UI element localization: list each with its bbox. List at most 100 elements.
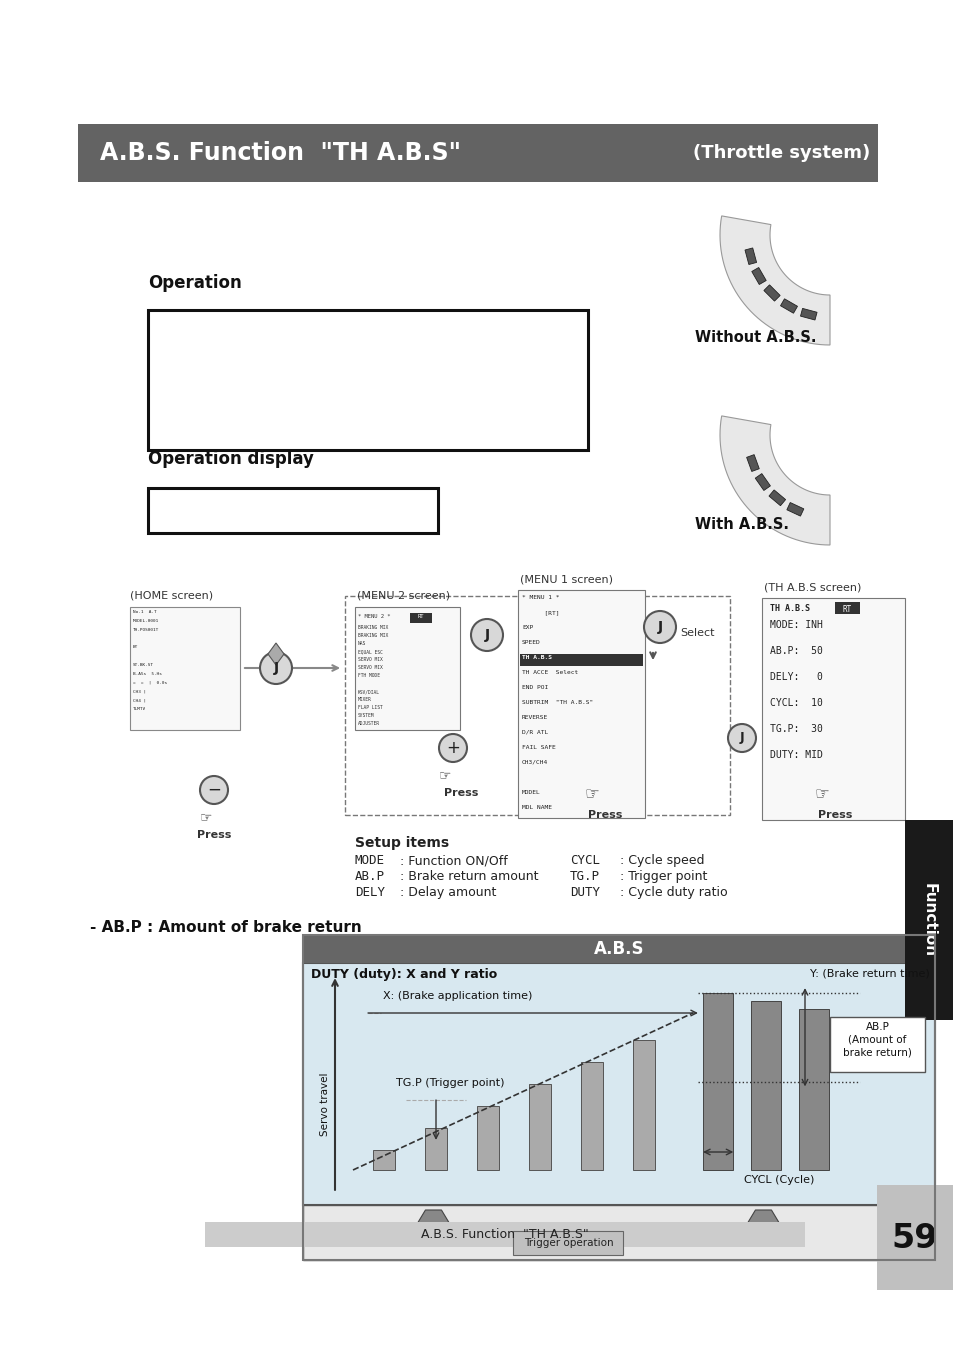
Circle shape <box>727 724 755 752</box>
Text: Press: Press <box>817 810 851 819</box>
Text: AB.P:  50: AB.P: 50 <box>769 647 822 656</box>
Text: MDL NAME: MDL NAME <box>521 805 552 810</box>
Text: [RT]: [RT] <box>521 610 558 616</box>
Text: : Function ON/Off: : Function ON/Off <box>399 855 507 867</box>
Text: CYCL:  10: CYCL: 10 <box>769 698 822 707</box>
Text: * MENU 2 *: * MENU 2 * <box>357 614 390 620</box>
Bar <box>355 608 459 730</box>
Bar <box>763 285 780 301</box>
Text: : Cycle speed: : Cycle speed <box>619 855 703 867</box>
Bar <box>303 963 934 1206</box>
Text: TH A.B.S: TH A.B.S <box>521 655 552 660</box>
Text: X: (Brake application time): X: (Brake application time) <box>382 991 532 1000</box>
Text: CH3 |: CH3 | <box>132 690 146 693</box>
Text: TG.P:  30: TG.P: 30 <box>769 724 822 734</box>
Bar <box>529 1084 551 1170</box>
Text: A.B.S. Function  "TH A.B.S": A.B.S. Function "TH A.B.S" <box>420 1228 588 1242</box>
Bar <box>517 590 644 818</box>
Bar <box>410 613 432 622</box>
Text: TG.P: TG.P <box>569 869 599 883</box>
Text: (HOME screen): (HOME screen) <box>130 591 213 601</box>
Text: No.1  A.T: No.1 A.T <box>132 610 156 614</box>
Text: SYSTEM: SYSTEM <box>357 713 375 718</box>
Text: BRAKING MIX: BRAKING MIX <box>357 625 388 630</box>
Circle shape <box>438 734 467 761</box>
Text: - AB.P : Amount of brake return: - AB.P : Amount of brake return <box>90 919 361 936</box>
Text: 59: 59 <box>891 1222 937 1254</box>
Text: TH ACCE  Select: TH ACCE Select <box>521 670 578 675</box>
Circle shape <box>471 620 502 651</box>
Text: ADJUSTER: ADJUSTER <box>357 721 379 726</box>
Text: Operation display: Operation display <box>148 450 314 468</box>
Text: (MENU 1 screen): (MENU 1 screen) <box>519 574 613 585</box>
Bar <box>205 1222 804 1247</box>
Text: SUBTRIM  "TH A.B.S": SUBTRIM "TH A.B.S" <box>521 701 593 705</box>
Bar <box>751 267 765 285</box>
Text: : Delay amount: : Delay amount <box>399 886 496 899</box>
Bar <box>148 310 587 450</box>
Text: EQUAL ESC: EQUAL ESC <box>357 649 382 653</box>
Text: (Throttle system): (Throttle system) <box>692 144 869 162</box>
Text: * MENU 1 *: * MENU 1 * <box>521 595 558 599</box>
Text: DELY:   0: DELY: 0 <box>769 672 822 682</box>
Bar <box>876 1185 953 1291</box>
Bar <box>633 1040 655 1170</box>
Text: DUTY (duty): X and Y ratio: DUTY (duty): X and Y ratio <box>311 968 497 981</box>
Text: TG.P (Trigger point): TG.P (Trigger point) <box>395 1079 504 1088</box>
Text: Press: Press <box>443 788 477 798</box>
Text: +: + <box>446 738 459 757</box>
Text: CYCL: CYCL <box>569 855 599 867</box>
Text: END POI: END POI <box>521 684 548 690</box>
Text: Press: Press <box>587 810 621 819</box>
Bar <box>702 994 733 1170</box>
Text: A.B.S. Function  "TH A.B.S": A.B.S. Function "TH A.B.S" <box>100 140 460 165</box>
Text: BT: BT <box>132 645 138 649</box>
Bar <box>78 124 877 182</box>
Bar <box>834 602 859 614</box>
Text: AB.P
(Amount of
brake return): AB.P (Amount of brake return) <box>842 1022 911 1058</box>
Text: D/R ATL: D/R ATL <box>521 730 548 734</box>
Text: RT: RT <box>841 605 851 614</box>
Text: FLAP LIST: FLAP LIST <box>357 705 382 710</box>
Text: : Cycle duty ratio: : Cycle duty ratio <box>619 886 727 899</box>
Text: : Brake return amount: : Brake return amount <box>399 869 537 883</box>
Bar <box>829 1017 924 1072</box>
Polygon shape <box>413 1210 453 1230</box>
Text: DUTY: MID: DUTY: MID <box>769 751 822 760</box>
Text: Without A.B.S.: Without A.B.S. <box>695 329 816 346</box>
Circle shape <box>200 776 228 805</box>
Bar <box>148 487 437 533</box>
Text: J: J <box>484 628 489 643</box>
Text: Trigger operation: Trigger operation <box>523 1238 613 1247</box>
Polygon shape <box>268 643 284 666</box>
Text: (MENU 2 screen): (MENU 2 screen) <box>356 591 450 601</box>
Text: −: − <box>207 782 221 799</box>
Circle shape <box>260 652 292 684</box>
Text: ☞: ☞ <box>199 810 212 824</box>
Text: FTH MODE: FTH MODE <box>357 674 379 678</box>
Bar <box>424 1129 447 1170</box>
Text: With A.B.S.: With A.B.S. <box>695 517 788 532</box>
Text: DUTY: DUTY <box>569 886 599 899</box>
Bar <box>303 1206 934 1260</box>
Text: ST.BK.ST: ST.BK.ST <box>132 663 153 667</box>
Text: ☞: ☞ <box>584 784 598 803</box>
Text: SERVO MIX: SERVO MIX <box>357 666 382 670</box>
Bar <box>780 298 797 313</box>
Text: SERVO MIX: SERVO MIX <box>357 657 382 661</box>
Text: B.A5s  5.Hs: B.A5s 5.Hs <box>132 671 162 675</box>
Bar <box>476 1106 498 1170</box>
Text: Function: Function <box>921 883 936 957</box>
Text: REVERSE: REVERSE <box>521 716 548 720</box>
Bar <box>345 595 729 815</box>
Text: ☞: ☞ <box>438 768 451 782</box>
Text: Setup items: Setup items <box>355 836 449 850</box>
Text: MODE: INH: MODE: INH <box>769 620 822 630</box>
Bar <box>746 455 759 471</box>
Text: (TH A.B.S screen): (TH A.B.S screen) <box>763 582 861 593</box>
Circle shape <box>643 612 676 643</box>
Text: EXP: EXP <box>521 625 533 630</box>
Bar <box>755 474 770 490</box>
Text: AB.P: AB.P <box>355 869 385 883</box>
Text: CH4 |: CH4 | <box>132 698 146 702</box>
